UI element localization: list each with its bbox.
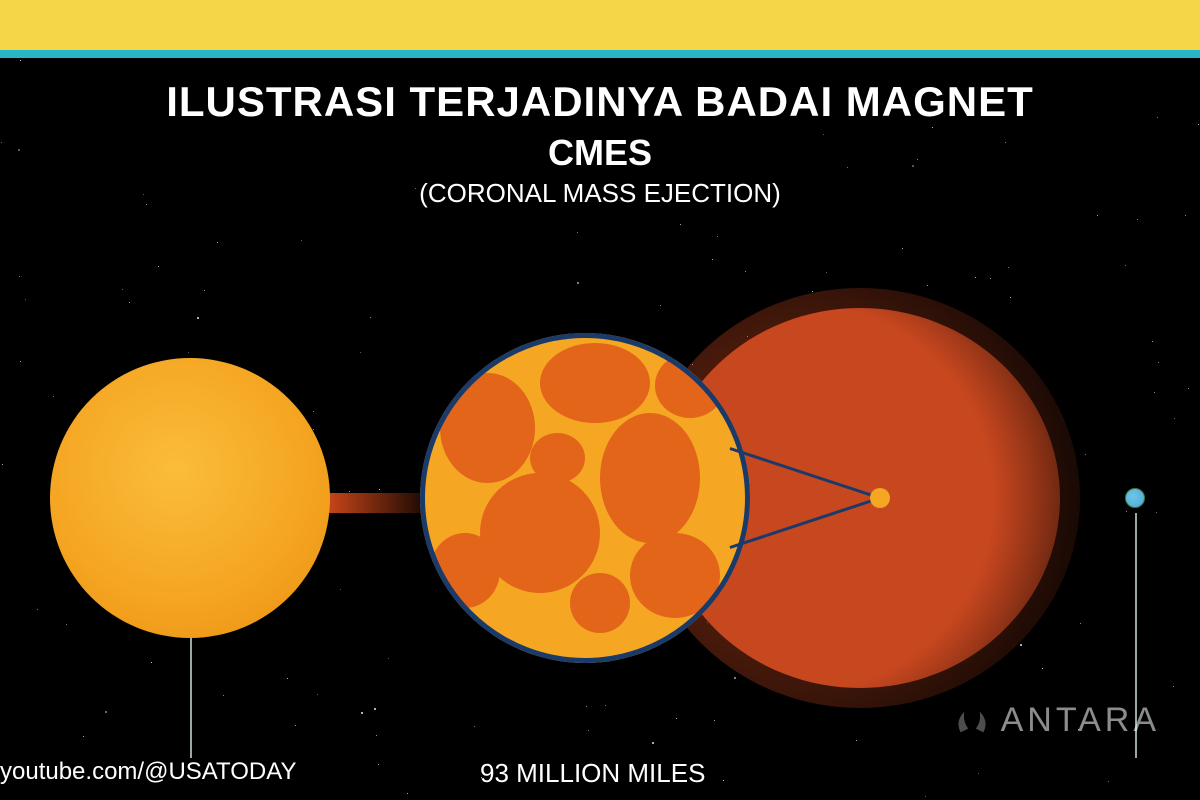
title-line-1: ILUSTRASI TERJADINYA BADAI MAGNET: [30, 78, 1170, 126]
sun-surface-magnified: [420, 333, 750, 663]
title-block: ILUSTRASI TERJADINYA BADAI MAGNET CMES (…: [30, 78, 1170, 209]
title-line-3: (CORONAL MASS EJECTION): [30, 178, 1170, 209]
top-yellow-band: [0, 0, 1200, 50]
title-line-2: CMES: [30, 132, 1170, 174]
sun-body: [50, 358, 330, 638]
distance-label: 93 MILLION MILES: [480, 758, 705, 789]
sun-leader-line: [190, 638, 192, 758]
cyan-strip: [0, 50, 1200, 58]
space-diagram: ILUSTRASI TERJADINYA BADAI MAGNET CMES (…: [0, 58, 1200, 800]
earth-icon: [1125, 488, 1145, 508]
youtube-credit: youtube.com/@USATODAY: [0, 758, 296, 786]
antara-logo-icon: [953, 702, 991, 740]
watermark-text: ANTARA: [1001, 701, 1160, 740]
sun-small-icon: [870, 488, 890, 508]
cme-illustration: [0, 318, 1200, 718]
antara-watermark: ANTARA: [953, 701, 1160, 740]
